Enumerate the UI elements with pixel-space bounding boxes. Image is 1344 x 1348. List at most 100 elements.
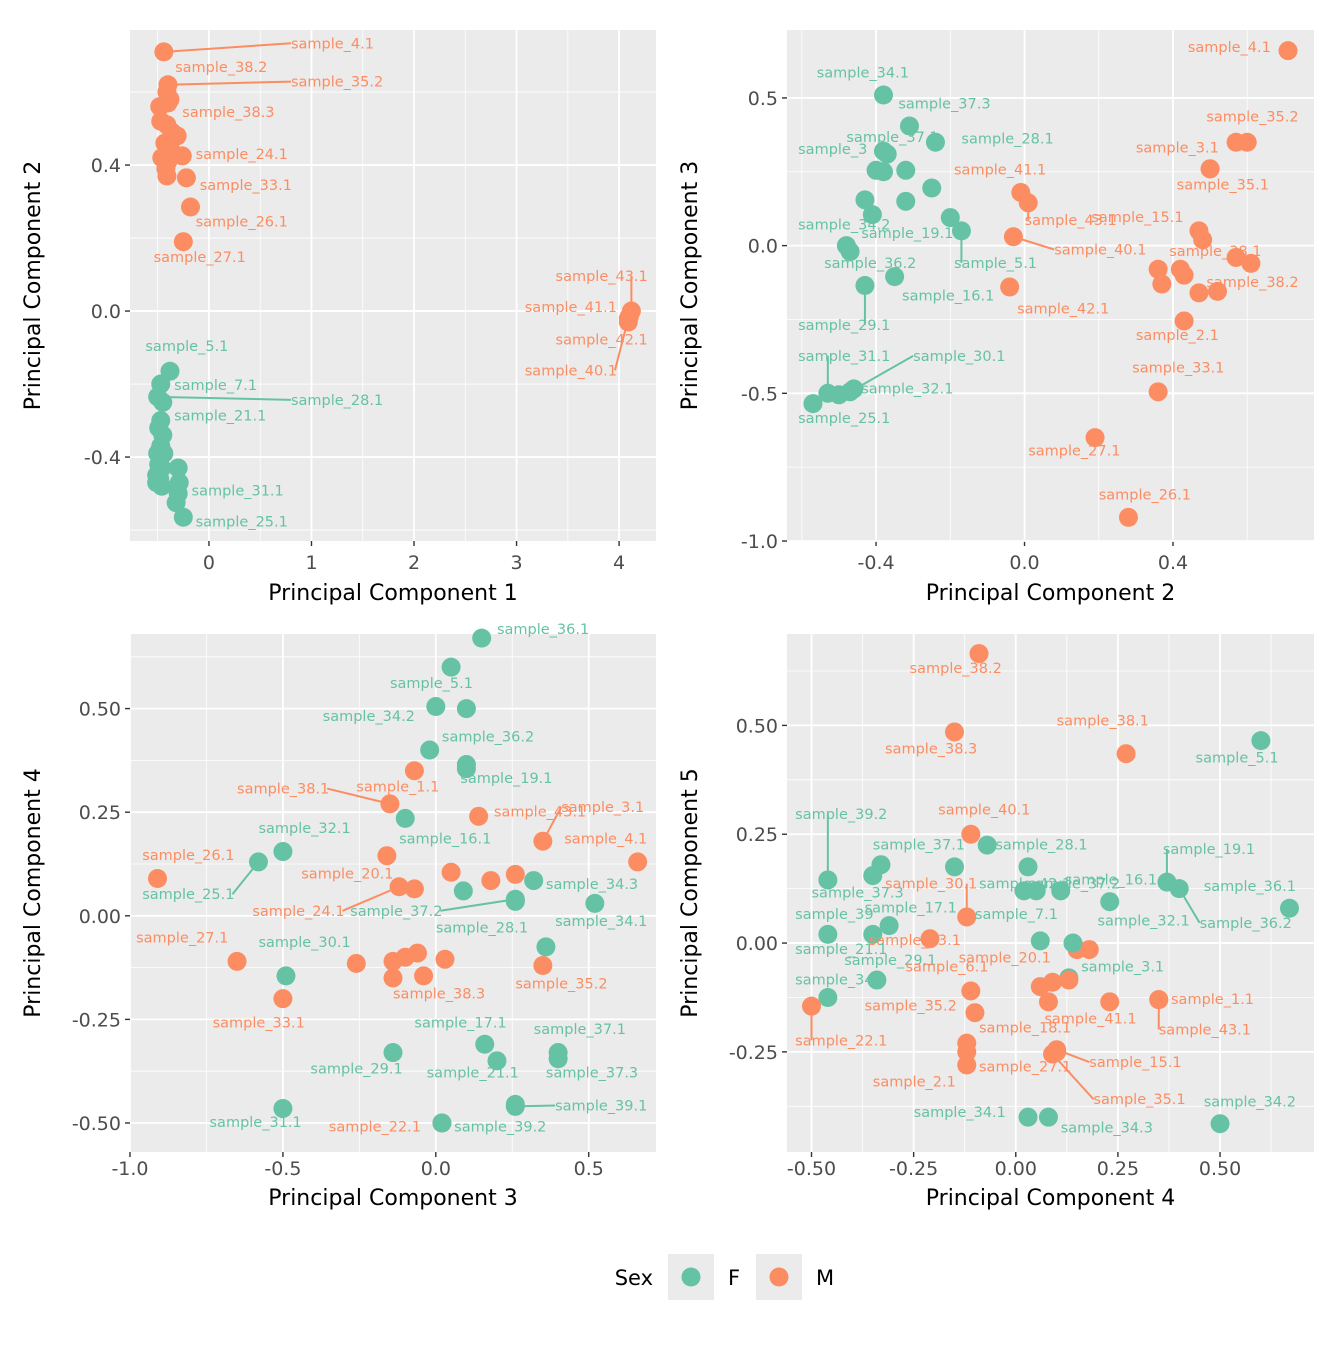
point-label: sample_7.1 (174, 378, 257, 394)
data-point (481, 871, 501, 891)
data-point (389, 877, 409, 897)
point-label: sample_38.3 (885, 742, 977, 758)
point-label: sample_29.1 (844, 953, 936, 969)
data-point (456, 699, 476, 719)
point-label: sample_4.1 (291, 36, 374, 52)
data-point (957, 1055, 977, 1075)
point-label: sample_28.1 (291, 393, 383, 409)
x-tick-label: 0.25 (1097, 1158, 1139, 1180)
y-tick-label: 0.0 (748, 236, 778, 258)
data-point (1038, 1107, 1058, 1127)
data-point (957, 907, 977, 927)
panel-background (787, 634, 1314, 1152)
data-point (404, 879, 424, 899)
data-point (176, 168, 196, 188)
legend-key-point (769, 1267, 789, 1287)
data-point (505, 891, 525, 911)
point-label: sample_5.1 (1196, 750, 1279, 766)
data-point (173, 232, 193, 252)
point-label: sample_28.1 (961, 132, 1053, 148)
point-label: sample_40.1 (938, 803, 1030, 819)
data-point (951, 221, 971, 241)
point-label: sample_3.1 (1081, 959, 1164, 975)
label-leader-line (326, 787, 391, 805)
legend: Sex F M (615, 1254, 834, 1300)
data-point (426, 697, 446, 717)
x-tick-label: 3 (511, 552, 523, 574)
legend-label: F (728, 1266, 740, 1290)
data-point (172, 146, 192, 166)
point-label: sample_1.1 (356, 779, 439, 795)
data-point (420, 740, 440, 760)
y-tick-label: 0.25 (736, 824, 778, 846)
y-tick-label: 0.5 (748, 88, 778, 110)
data-point (407, 943, 427, 963)
point-label: sample_39.2 (454, 1119, 546, 1135)
data-point (154, 42, 174, 62)
data-point (173, 507, 193, 527)
data-point (844, 379, 864, 399)
point-label: sample_27.1 (979, 1059, 1071, 1075)
panel-background (787, 30, 1314, 541)
data-point (157, 166, 177, 186)
point-label: sample_34.1 (555, 914, 647, 930)
data-point (453, 881, 473, 901)
data-point (1038, 992, 1058, 1012)
data-point (969, 644, 989, 664)
data-point (152, 476, 172, 496)
point-label: sample_19.1 (1163, 842, 1255, 858)
point-label: sample_41.1 (525, 300, 617, 316)
data-point (472, 628, 492, 648)
point-label: sample_43.1 (494, 804, 586, 820)
panel-4: -0.50 -0.25 0.00 0.25 0.50 -0.25 0.00 0.25 0.50 P… (678, 634, 1314, 1211)
point-label: sample_4.1 (1188, 40, 1271, 56)
x-tick-label: 0.0 (421, 1158, 451, 1180)
point-label: sample_41.1 (954, 163, 1046, 179)
point-label: sample_34.3 (1061, 1120, 1153, 1136)
point-label: sample_38.1 (1169, 244, 1261, 260)
data-point (818, 987, 838, 1007)
x-tick-label: 0.50 (1199, 1158, 1241, 1180)
x-tick-label: -1.0 (111, 1158, 148, 1180)
point-label: sample_16.1 (399, 831, 491, 847)
point-label: sample_32.1 (1097, 914, 1189, 930)
point-label: sample_36.2 (442, 730, 534, 746)
point-label: sample_31.1 (210, 1115, 302, 1131)
point-label: sample_4.1 (564, 831, 647, 847)
data-point (585, 893, 605, 913)
data-point (1169, 879, 1189, 899)
data-point (1174, 311, 1194, 331)
point-label: sample_39.2 (795, 807, 887, 823)
point-label: sample_37.2 (350, 904, 442, 920)
point-label: sample_5.1 (390, 676, 473, 692)
point-label: sample_27.1 (154, 250, 246, 266)
y-tick-label: 0.50 (79, 699, 121, 721)
label-leader-line (440, 898, 516, 912)
data-point (922, 178, 942, 198)
point-label: sample_22.1 (329, 1119, 421, 1135)
y-axis-title: Principal Component 4 (21, 768, 46, 1017)
x-tick-label: 0.00 (995, 1158, 1037, 1180)
data-point (487, 1051, 507, 1071)
data-point (885, 267, 905, 287)
point-label: sample_34.1 (914, 1105, 1006, 1121)
x-tick-label: 4 (613, 552, 625, 574)
data-point (273, 842, 293, 862)
data-point (1063, 933, 1083, 953)
point-label: sample_17.1 (414, 1016, 506, 1032)
point-label: sample_5.1 (145, 339, 228, 355)
data-point (863, 924, 883, 944)
y-tick-label: 0.00 (79, 906, 121, 928)
data-point (1000, 277, 1020, 297)
point-label: sample_38.3 (182, 105, 274, 121)
data-point (920, 929, 940, 949)
data-point (227, 951, 247, 971)
data-point (1210, 1114, 1230, 1134)
point-label: sample_30.1 (913, 349, 1005, 365)
point-label: sample_21.1 (427, 1065, 519, 1081)
point-label: sample_29.1 (310, 1061, 402, 1077)
data-point (899, 116, 919, 136)
data-point (961, 981, 981, 1001)
data-point (505, 1096, 525, 1116)
